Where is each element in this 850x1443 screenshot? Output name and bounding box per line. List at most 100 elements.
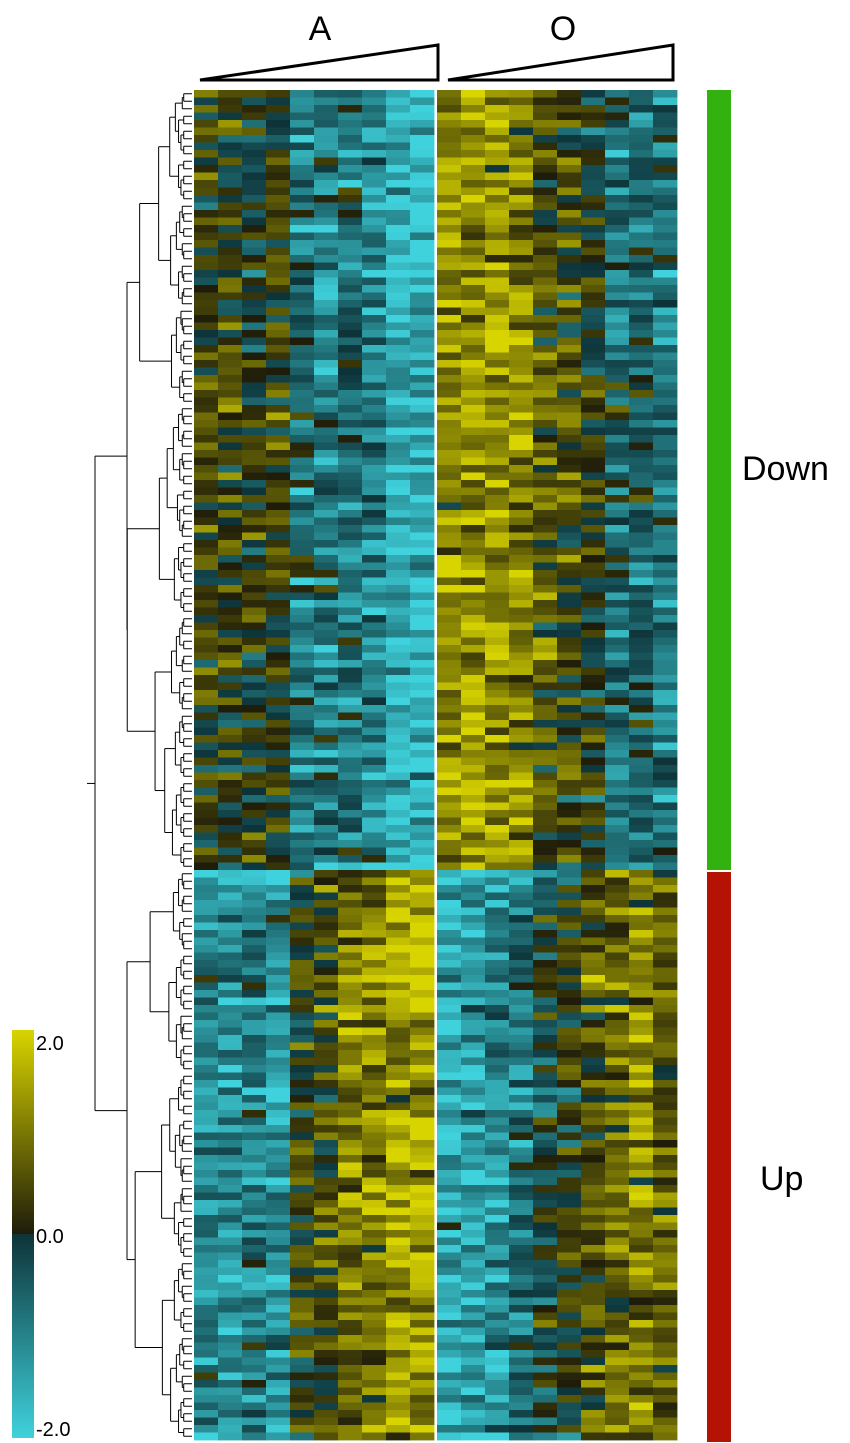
heatmap-cell bbox=[461, 112, 486, 121]
heatmap-cell bbox=[338, 142, 363, 151]
heatmap-cell bbox=[362, 472, 387, 481]
heatmap-cell bbox=[581, 997, 606, 1006]
heatmap-cell bbox=[629, 562, 654, 571]
heatmap-cell bbox=[338, 592, 363, 601]
heatmap-cell bbox=[605, 1072, 630, 1081]
heatmap-cell bbox=[266, 855, 291, 863]
heatmap-cell bbox=[437, 315, 462, 323]
heatmap-cell bbox=[509, 1200, 534, 1208]
heatmap-cell bbox=[194, 750, 219, 758]
heatmap-cell bbox=[338, 1245, 363, 1253]
heatmap-cell bbox=[653, 315, 678, 323]
heatmap-cell bbox=[581, 922, 606, 931]
heatmap-cell bbox=[290, 1230, 315, 1238]
heatmap-cell bbox=[629, 412, 654, 421]
heatmap-cell bbox=[386, 712, 411, 721]
heatmap-cell bbox=[509, 202, 534, 211]
heatmap-cell bbox=[194, 1395, 219, 1403]
heatmap-cell bbox=[653, 1200, 678, 1208]
heatmap-cell bbox=[557, 562, 582, 571]
heatmap-cell bbox=[266, 1080, 291, 1088]
heatmap-cell bbox=[557, 787, 582, 796]
heatmap-cell bbox=[194, 1335, 219, 1343]
heatmap-cell bbox=[386, 217, 411, 226]
heatmap-cell bbox=[653, 1140, 678, 1148]
heatmap-cell bbox=[461, 1320, 486, 1328]
heatmap-cell bbox=[266, 270, 291, 278]
heatmap-cell bbox=[410, 1252, 435, 1261]
heatmap-cell bbox=[629, 322, 654, 331]
heatmap-cell bbox=[314, 870, 339, 878]
heatmap-cell bbox=[437, 1350, 462, 1358]
heatmap-cell bbox=[509, 727, 534, 736]
heatmap-cell bbox=[581, 1237, 606, 1246]
heatmap-cell bbox=[242, 1095, 267, 1103]
heatmap-cell bbox=[461, 1185, 486, 1193]
heatmap-cell bbox=[338, 1342, 363, 1351]
heatmap-cell bbox=[533, 225, 558, 233]
heatmap-cell bbox=[533, 570, 558, 578]
heatmap-cell bbox=[194, 315, 219, 323]
heatmap-cell bbox=[266, 442, 291, 451]
heatmap-cell bbox=[533, 412, 558, 421]
heatmap-cell bbox=[533, 607, 558, 616]
heatmap-cell bbox=[485, 285, 510, 293]
heatmap-cell bbox=[653, 1192, 678, 1201]
heatmap-cell bbox=[218, 1237, 243, 1246]
heatmap-cell bbox=[437, 705, 462, 713]
heatmap-cell bbox=[386, 150, 411, 158]
heatmap-cell bbox=[533, 1395, 558, 1403]
heatmap-cell bbox=[485, 1012, 510, 1021]
heatmap-cell bbox=[338, 892, 363, 901]
heatmap-cell bbox=[290, 1380, 315, 1388]
heatmap-cell bbox=[218, 720, 243, 728]
heatmap-cell bbox=[194, 1065, 219, 1073]
heatmap-cell bbox=[557, 345, 582, 353]
heatmap-cell bbox=[266, 1410, 291, 1418]
heatmap-cell bbox=[509, 1297, 534, 1306]
heatmap-cell bbox=[509, 832, 534, 841]
heatmap-cell bbox=[290, 457, 315, 466]
heatmap-cell bbox=[194, 442, 219, 451]
heatmap-cell bbox=[218, 465, 243, 473]
heatmap-cell bbox=[218, 772, 243, 781]
heatmap-cell bbox=[437, 427, 462, 436]
heatmap-cell bbox=[509, 1020, 534, 1028]
heatmap-cell bbox=[338, 457, 363, 466]
heatmap-cell bbox=[509, 1005, 534, 1013]
heatmap-cell bbox=[581, 1042, 606, 1051]
heatmap-cell bbox=[338, 1335, 363, 1343]
heatmap-cell bbox=[266, 225, 291, 233]
heatmap-cell bbox=[533, 337, 558, 346]
heatmap-cell bbox=[194, 1305, 219, 1313]
heatmap-cell bbox=[290, 1372, 315, 1381]
heatmap-cell bbox=[386, 1342, 411, 1351]
heatmap-cell bbox=[266, 907, 291, 916]
heatmap-cell bbox=[581, 442, 606, 451]
heatmap-cell bbox=[242, 1312, 267, 1321]
heatmap-cell bbox=[194, 637, 219, 646]
heatmap-cell bbox=[266, 900, 291, 908]
heatmap-cell bbox=[629, 360, 654, 368]
heatmap-cell bbox=[629, 405, 654, 413]
heatmap-cell bbox=[557, 330, 582, 338]
heatmap-cell bbox=[266, 262, 291, 271]
heatmap-cell bbox=[362, 285, 387, 293]
heatmap-cell bbox=[509, 442, 534, 451]
heatmap-cell bbox=[533, 150, 558, 158]
heatmap-cell bbox=[533, 517, 558, 526]
heatmap-cell bbox=[290, 450, 315, 458]
heatmap-cell bbox=[653, 1260, 678, 1268]
heatmap-cell bbox=[557, 1155, 582, 1163]
heatmap-cell bbox=[290, 675, 315, 683]
heatmap-cell bbox=[557, 262, 582, 271]
heatmap-cell bbox=[485, 1132, 510, 1141]
heatmap-cell bbox=[557, 1095, 582, 1103]
heatmap-cell bbox=[653, 1395, 678, 1403]
heatmap-cell bbox=[362, 1110, 387, 1118]
heatmap-cell bbox=[485, 1312, 510, 1321]
heatmap-cell bbox=[605, 885, 630, 893]
heatmap-cell bbox=[194, 1057, 219, 1066]
heatmap-cell bbox=[314, 1102, 339, 1111]
